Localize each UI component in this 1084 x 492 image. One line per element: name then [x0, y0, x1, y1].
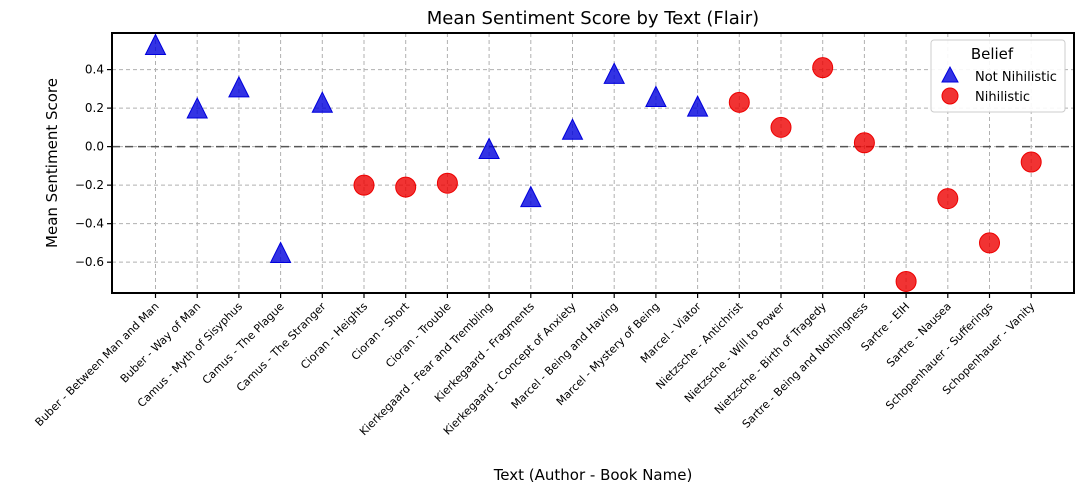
legend-circle-marker [941, 87, 959, 105]
data-point [770, 116, 792, 138]
data-point [1020, 151, 1042, 173]
data-point [686, 94, 709, 117]
y-axis-title: Mean Sentiment Score [43, 78, 61, 248]
legend-triangle-marker [941, 65, 959, 83]
chart-title: Mean Sentiment Score by Text (Flair) [427, 8, 759, 29]
plot-area-frame [111, 32, 1075, 294]
y-tick-label: −0.6 [75, 255, 104, 269]
y-tick-label: −0.4 [75, 217, 104, 231]
data-point [812, 57, 834, 79]
data-point [353, 174, 375, 196]
legend-title: Belief [971, 45, 1014, 63]
legend: Belief Not Nihilistic Nihilistic [930, 39, 1066, 113]
data-point [144, 33, 167, 55]
legend-box [930, 39, 1066, 113]
data-point [937, 188, 959, 210]
data-point [645, 85, 667, 107]
y-axis-ticks: 0.4 0.2 0.0 −0.2 −0.4 −0.6 [75, 63, 112, 269]
y-tick-label: −0.2 [75, 178, 104, 192]
data-point [269, 241, 292, 263]
y-tick-label: 0.2 [85, 101, 104, 115]
data-point [228, 75, 250, 98]
legend-label: Nihilistic [975, 90, 1030, 105]
data-point [186, 96, 209, 119]
data-point [853, 132, 875, 154]
data-point [561, 118, 584, 140]
data-point [436, 172, 458, 194]
data-point [603, 62, 626, 84]
data-point [895, 270, 917, 292]
data-point [395, 176, 417, 198]
x-axis-title: Text (Author - Book Name) [493, 466, 693, 484]
data-points [144, 33, 1042, 292]
data-point [311, 91, 334, 113]
data-point [728, 91, 750, 113]
legend-label: Not Nihilistic [975, 70, 1057, 85]
data-point [478, 137, 500, 159]
data-point [979, 232, 1000, 254]
data-point [519, 185, 542, 208]
y-tick-label: 0.4 [85, 63, 104, 77]
y-tick-label: 0.0 [85, 140, 104, 154]
